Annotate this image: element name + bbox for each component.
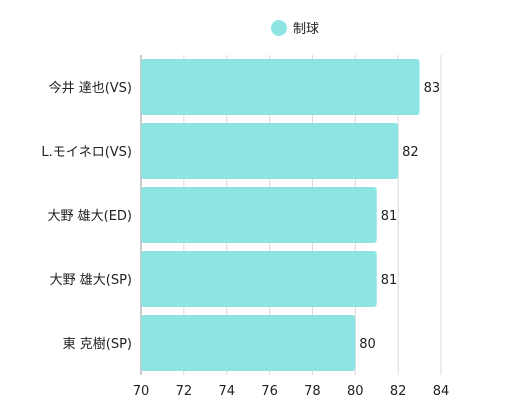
category-label-2: 大野 雄大(ED): [47, 209, 132, 224]
bar-4: [141, 315, 356, 371]
legend: 制球: [271, 20, 319, 37]
bar-0: [141, 59, 420, 115]
category-label-0: 今井 達也(VS): [49, 80, 132, 96]
x-tick-label-70: 70: [133, 384, 150, 399]
x-tick-labels: 70 72 74 76 78 80 82 84: [133, 384, 450, 399]
category-labels: 今井 達也(VS) L.モイネロ(VS) 大野 雄大(ED) 大野 雄大(SP) 東 克…: [41, 80, 132, 352]
bar-1: [141, 123, 399, 179]
legend-swatch: [271, 20, 287, 36]
x-tick-label-78: 78: [304, 384, 321, 399]
x-tick-label-80: 80: [347, 384, 364, 399]
bars: [141, 59, 420, 371]
x-tick-label-76: 76: [261, 384, 278, 399]
x-tick-label-72: 72: [176, 384, 193, 399]
x-tick-label-84: 84: [433, 384, 450, 399]
legend-label-seikyu: 制球: [293, 22, 319, 37]
category-label-4: 東 克樹(SP): [63, 336, 132, 352]
x-tick-label-74: 74: [218, 384, 235, 399]
data-label-3: 81: [381, 273, 398, 288]
data-labels: 83 82 81 81 80: [359, 81, 440, 352]
category-label-1: L.モイネロ(VS): [41, 145, 132, 160]
bar-3: [141, 251, 377, 307]
x-tick-label-82: 82: [390, 384, 407, 399]
bar-2: [141, 187, 377, 243]
data-label-2: 81: [381, 209, 398, 224]
category-label-3: 大野 雄大(SP): [50, 273, 132, 288]
data-label-0: 83: [424, 81, 441, 96]
data-label-4: 80: [359, 337, 376, 352]
data-label-1: 82: [402, 145, 419, 160]
